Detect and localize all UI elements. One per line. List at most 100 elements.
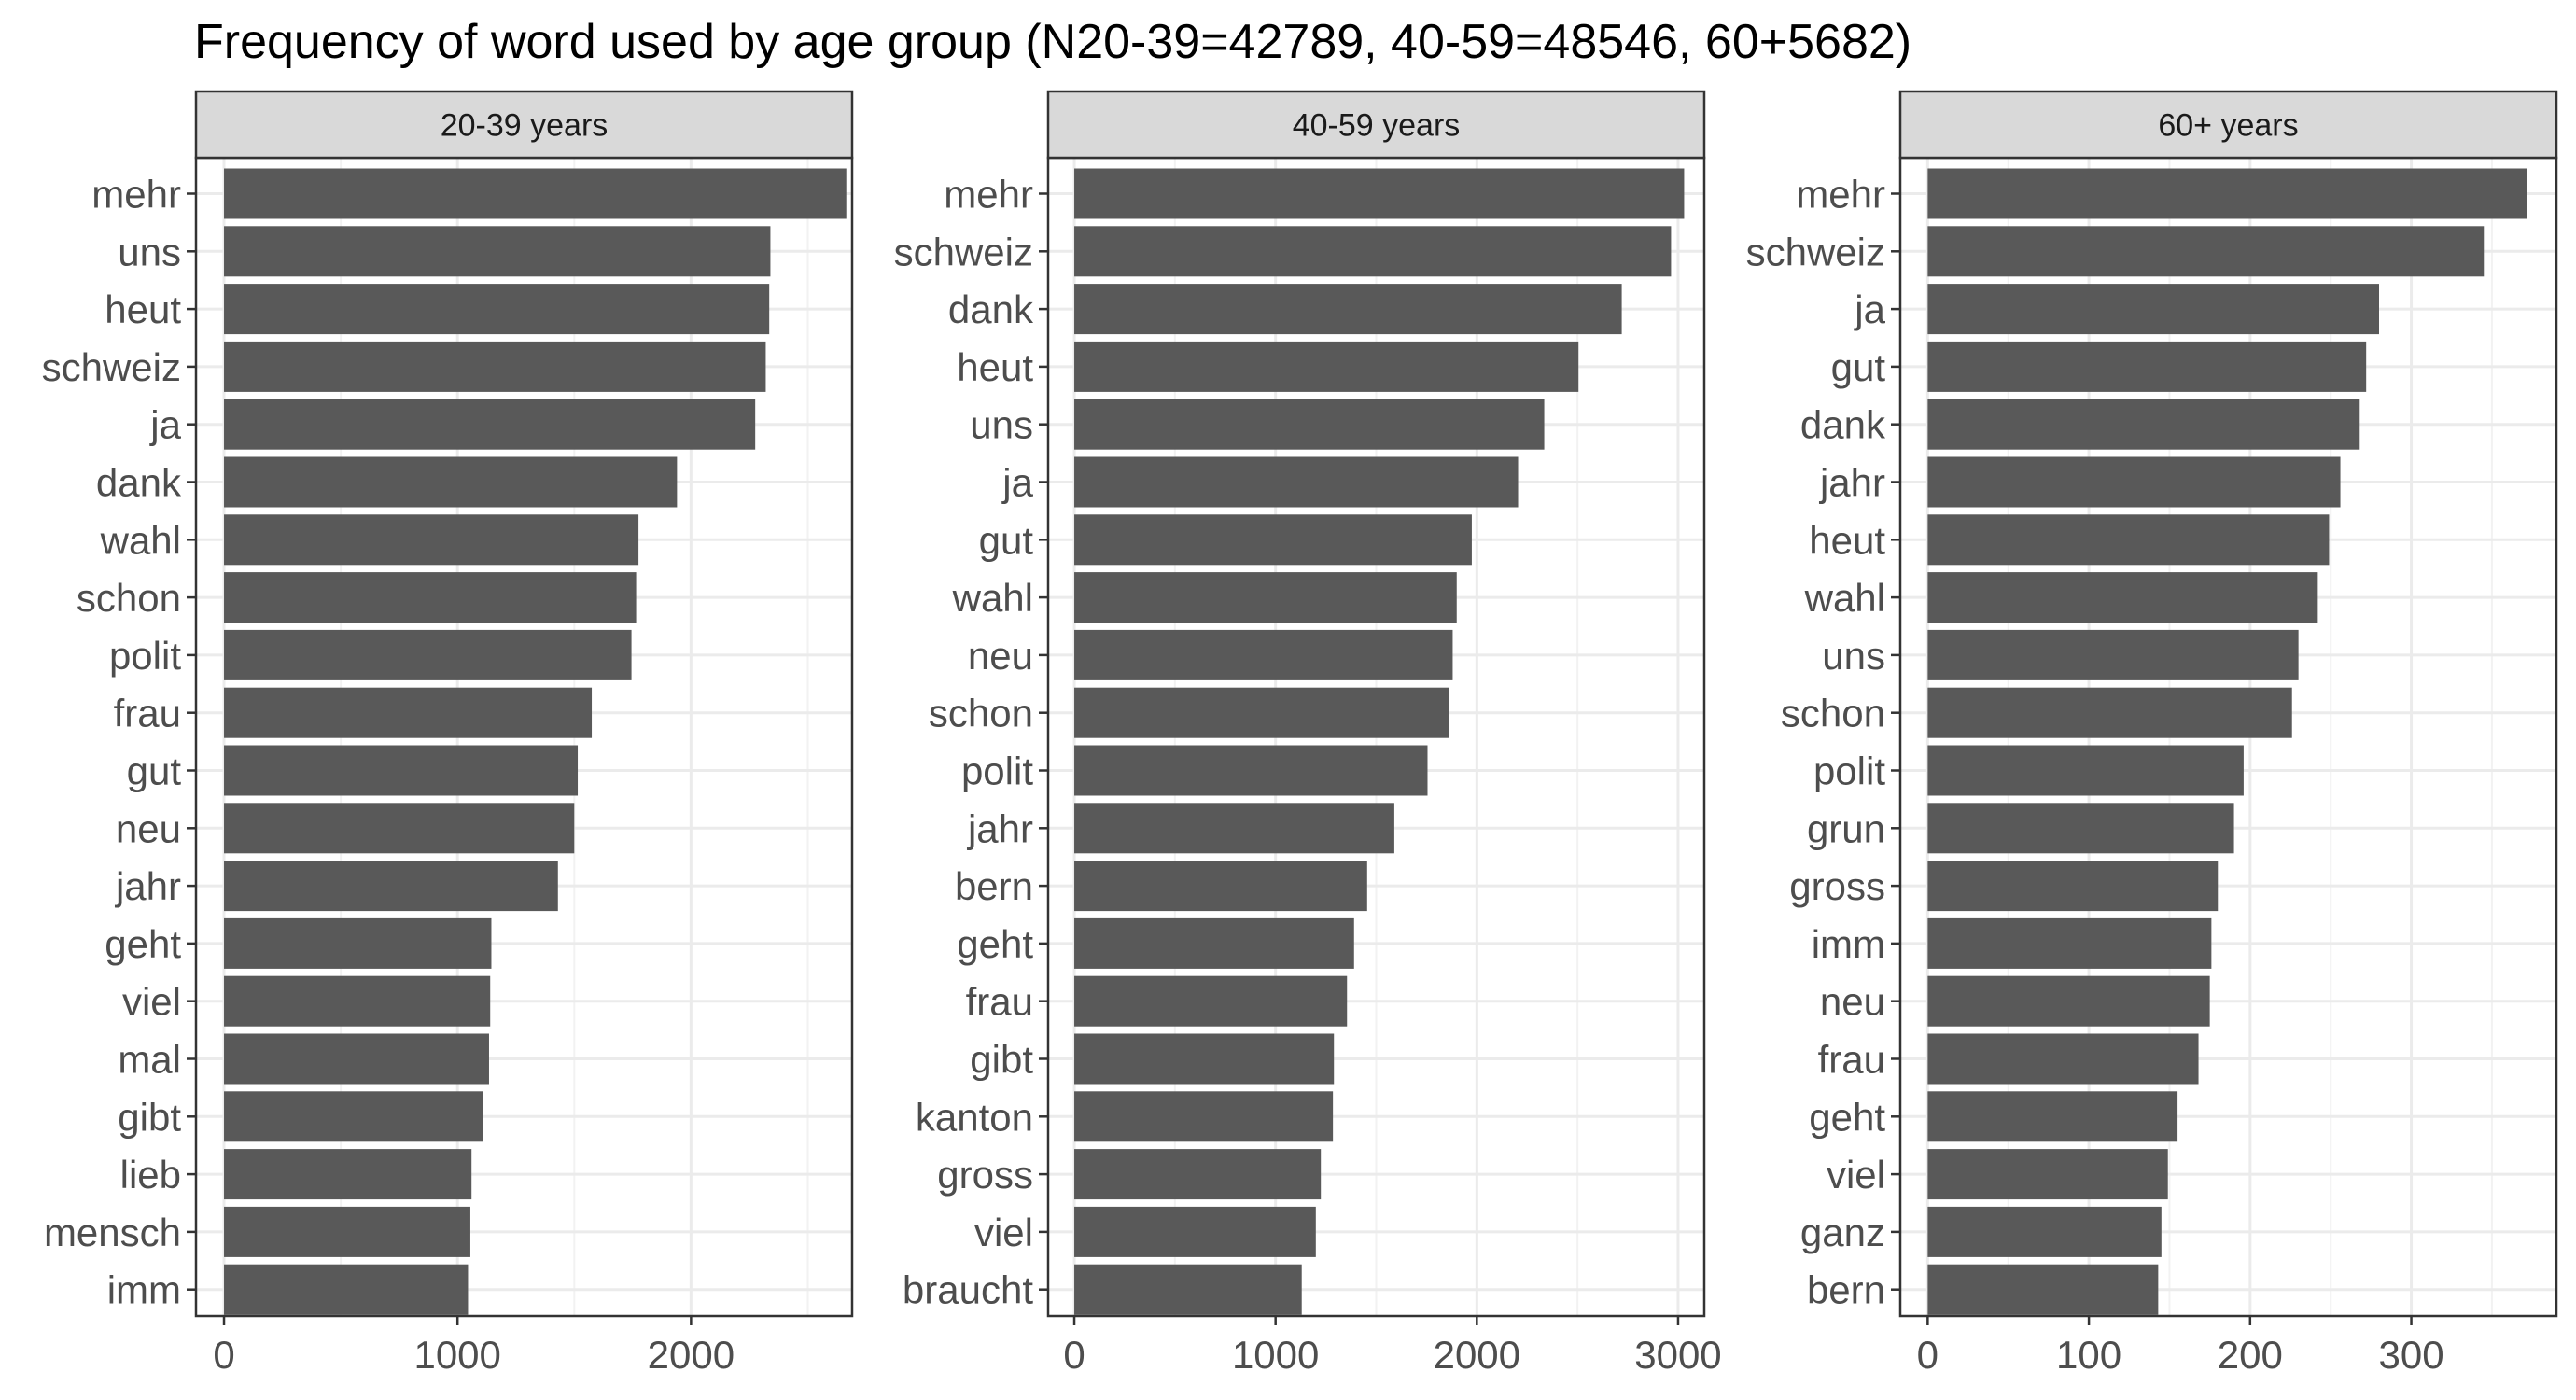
- bar: [1927, 861, 2219, 912]
- y-tick-label: gut: [979, 518, 1034, 562]
- bar: [1074, 514, 1472, 566]
- y-tick-label: ganz: [1800, 1211, 1885, 1254]
- y-tick-label: polit: [961, 749, 1033, 793]
- y-tick-label: mehr: [91, 173, 181, 217]
- y-tick-label: braucht: [903, 1268, 1033, 1312]
- bar: [1927, 1264, 2159, 1315]
- y-tick-label: neu: [1820, 980, 1885, 1024]
- bar: [1927, 1033, 2199, 1085]
- y-tick-label: viel: [974, 1211, 1033, 1254]
- bar: [224, 456, 678, 508]
- y-tick-label: heut: [1809, 518, 1885, 562]
- bar: [1074, 629, 1453, 680]
- y-tick-label: ja: [1001, 461, 1033, 505]
- y-tick-label: uns: [1822, 634, 1885, 678]
- bar: [1927, 975, 2210, 1027]
- panels-layer: 20-39 years mehr uns heut schweiz ja dank wahl s…: [42, 90, 2558, 1377]
- bar: [1074, 917, 1354, 969]
- bar: [224, 168, 847, 219]
- y-tick-label: ja: [148, 403, 181, 447]
- y-tick-label: viel: [122, 980, 181, 1024]
- y-tick-label: gut: [1831, 345, 1886, 389]
- bar: [224, 975, 491, 1027]
- bar: [1074, 168, 1685, 219]
- x-tick-label: 3000: [1634, 1333, 1721, 1377]
- x-tick-label: 100: [2056, 1333, 2121, 1377]
- bar: [224, 226, 771, 277]
- y-tick-label: frau: [1818, 1038, 1885, 1082]
- bar: [224, 284, 770, 335]
- y-tick-label: ja: [1853, 287, 1885, 331]
- bar: [1074, 687, 1449, 738]
- facet-strip-label: 60+ years: [2158, 108, 2298, 144]
- bar: [1927, 687, 2292, 738]
- y-tick-label: neu: [116, 806, 181, 850]
- bar: [224, 514, 639, 566]
- y-tick-label: gibt: [118, 1095, 181, 1139]
- bar: [224, 1264, 469, 1315]
- y-tick-label: geht: [957, 922, 1033, 966]
- bar: [224, 687, 593, 738]
- bar: [224, 1149, 472, 1200]
- y-tick-label: heut: [105, 287, 181, 331]
- bar: [224, 1033, 489, 1085]
- bar: [224, 861, 558, 912]
- bar: [224, 629, 632, 680]
- bar: [1927, 629, 2299, 680]
- x-tick-label: 0: [1917, 1333, 1939, 1377]
- bar: [224, 572, 637, 623]
- facet-strip: [194, 90, 854, 160]
- bar: [1074, 341, 1579, 392]
- bar: [1074, 456, 1519, 508]
- bar: [1074, 399, 1545, 450]
- bar: [1074, 1264, 1302, 1315]
- y-tick-label: bern: [1807, 1268, 1885, 1312]
- bar: [1074, 1206, 1316, 1257]
- y-tick-label: wahl: [1804, 576, 1885, 620]
- y-tick-label: dank: [1800, 403, 1886, 447]
- x-tick-label: 0: [1063, 1333, 1085, 1377]
- y-tick-label: jahr: [966, 806, 1033, 850]
- bar: [1074, 284, 1622, 335]
- x-tick-label: 300: [2379, 1333, 2444, 1377]
- y-tick-label: schweiz: [1746, 230, 1885, 273]
- bar: [1074, 1033, 1335, 1085]
- bar: [1927, 1091, 2178, 1142]
- facet-strip-label: 20-39 years: [441, 108, 609, 144]
- bar: [224, 399, 756, 450]
- y-tick-label: gross: [937, 1153, 1033, 1197]
- y-tick-label: geht: [105, 922, 181, 966]
- bar: [1074, 572, 1457, 623]
- y-tick-label: gross: [1789, 864, 1885, 908]
- bar: [224, 917, 492, 969]
- facet-panel: 60+ years mehr schweiz ja gut dank jahr heut wah…: [1746, 90, 2558, 1377]
- y-tick-label: heut: [957, 345, 1033, 389]
- bar: [1927, 514, 2330, 566]
- bar: [224, 803, 575, 854]
- y-tick-label: uns: [118, 230, 181, 273]
- y-tick-label: dank: [96, 461, 182, 505]
- bar: [1074, 226, 1672, 277]
- bar: [1927, 226, 2485, 277]
- facet-panel: 40-59 years mehr schweiz dank heut uns ja gut wa…: [894, 90, 1722, 1377]
- x-tick-label: 2000: [1434, 1333, 1520, 1377]
- y-tick-label: schweiz: [42, 345, 181, 389]
- bar: [1927, 456, 2341, 508]
- bar: [1927, 917, 2212, 969]
- bar: [1927, 284, 2379, 335]
- y-tick-label: frau: [966, 980, 1033, 1024]
- y-tick-label: imm: [107, 1268, 181, 1312]
- bar: [1927, 745, 2244, 796]
- y-tick-label: frau: [114, 692, 181, 735]
- bar: [1074, 1149, 1322, 1200]
- y-tick-label: geht: [1809, 1095, 1885, 1139]
- bar: [1927, 168, 2527, 219]
- bar: [1074, 975, 1348, 1027]
- bar: [224, 1206, 470, 1257]
- bar: [1074, 1091, 1334, 1142]
- y-tick-label: jahr: [114, 864, 181, 908]
- facet-strip: [1898, 90, 2558, 160]
- bar: [1927, 399, 2360, 450]
- y-tick-label: mal: [118, 1038, 181, 1082]
